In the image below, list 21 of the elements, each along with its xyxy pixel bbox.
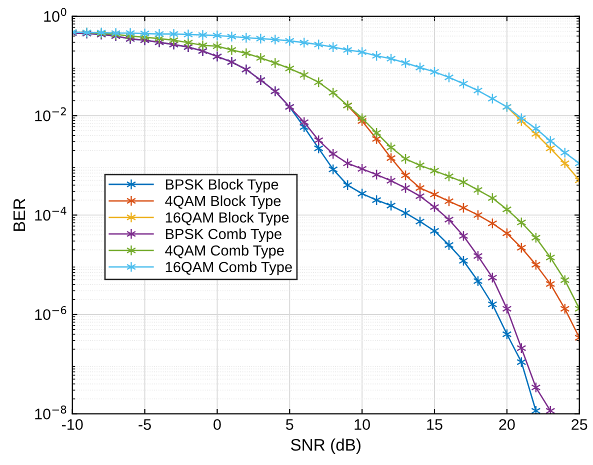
y-tick-label: 10$^{−6}$ xyxy=(35,306,66,320)
x-tick-label: 15 xyxy=(427,419,442,430)
legend-label: 4QAM Block Type xyxy=(165,195,281,210)
y-tick-label: 10$^{−4}$ xyxy=(35,206,66,221)
legend-label: 16QAM Block Type xyxy=(166,212,289,226)
x-tick-label: -5 xyxy=(138,419,151,430)
legend-label: BPSK Block Type xyxy=(166,178,278,193)
x-tick-label: 25 xyxy=(572,419,588,430)
x-tick-label: -10 xyxy=(62,419,83,430)
legend-label: 4QAM Comb Type xyxy=(165,244,284,259)
x-tick-label: 10 xyxy=(354,419,370,430)
x-axis-title: SNR (dB) xyxy=(290,438,360,454)
x-tick-label: 5 xyxy=(286,419,294,430)
legend-label: 16QAM Comb Type xyxy=(166,261,292,276)
x-tick-label: 0 xyxy=(214,419,221,430)
y-tick-label: 10$^{−8}$ xyxy=(35,405,66,420)
x-tick-label: 20 xyxy=(499,419,515,430)
legend-label: BPSK Comb Type xyxy=(166,228,282,242)
y-tick-label: 10$^{0}$ xyxy=(44,8,66,22)
y-axis-title: BER xyxy=(14,198,26,231)
y-tick-label: 10$^{−2}$ xyxy=(35,107,66,122)
